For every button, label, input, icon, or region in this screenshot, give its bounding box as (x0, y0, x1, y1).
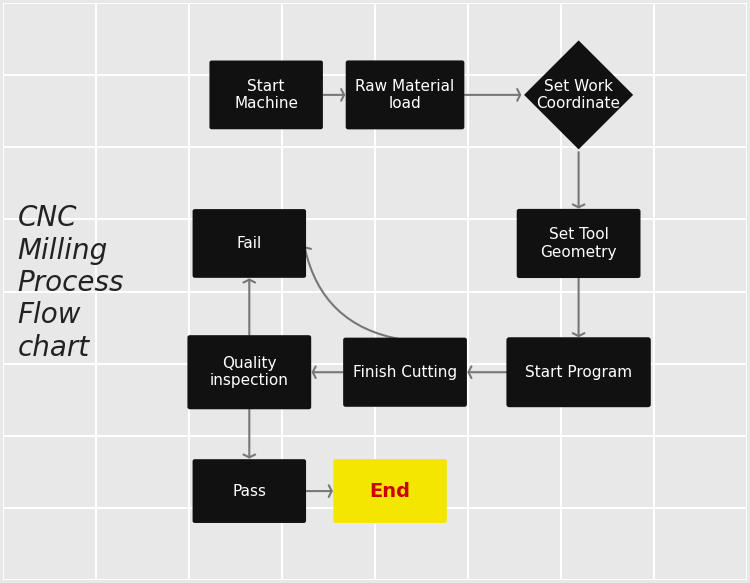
Text: Finish Cutting: Finish Cutting (353, 365, 457, 380)
Text: Raw Material
load: Raw Material load (356, 79, 454, 111)
FancyBboxPatch shape (334, 459, 447, 523)
FancyBboxPatch shape (517, 209, 640, 278)
Text: Fail: Fail (237, 236, 262, 251)
FancyBboxPatch shape (344, 338, 467, 407)
Polygon shape (524, 40, 633, 149)
FancyBboxPatch shape (193, 459, 306, 523)
FancyBboxPatch shape (506, 337, 651, 407)
FancyBboxPatch shape (193, 209, 306, 278)
Text: Start
Machine: Start Machine (234, 79, 298, 111)
Text: Pass: Pass (232, 483, 266, 498)
Text: End: End (370, 482, 411, 501)
FancyBboxPatch shape (209, 61, 323, 129)
Text: Set Tool
Geometry: Set Tool Geometry (540, 227, 616, 259)
Text: Start Program: Start Program (525, 365, 632, 380)
Text: Quality
inspection: Quality inspection (210, 356, 289, 388)
Text: CNC
Milling
Process
Flow
chart: CNC Milling Process Flow chart (17, 204, 124, 362)
FancyBboxPatch shape (346, 61, 464, 129)
FancyBboxPatch shape (188, 335, 311, 409)
Text: Set Work
Coordinate: Set Work Coordinate (536, 79, 620, 111)
